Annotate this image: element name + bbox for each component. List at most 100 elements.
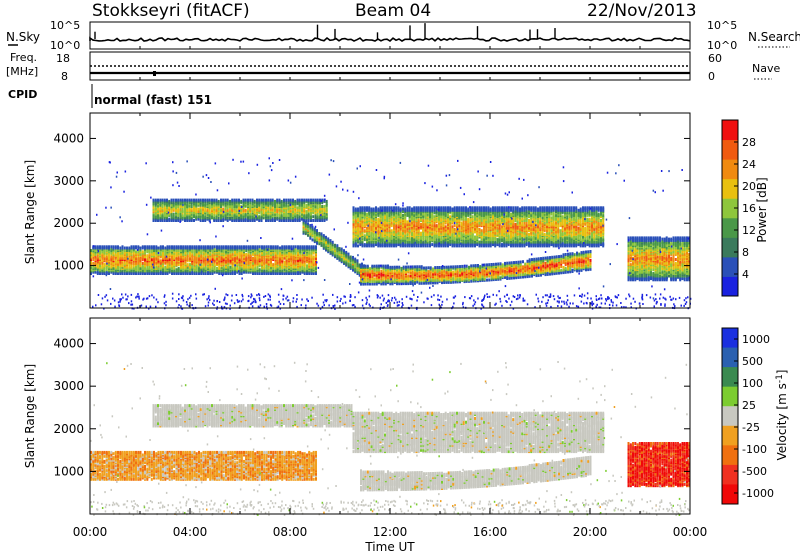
heatmap-cell [354, 241, 357, 245]
heatmap-cell [207, 249, 209, 253]
heatmap-cell [433, 224, 436, 228]
heatmap-cell [166, 198, 168, 202]
heatmap-cell [390, 206, 393, 210]
heatmap-cell [202, 198, 204, 202]
heatmap-cell [279, 246, 281, 250]
heatmap-cell [123, 246, 126, 250]
heatmap-cell [431, 206, 434, 210]
heatmap-cell [101, 264, 104, 268]
heatmap-cell [292, 245, 295, 249]
cpid-text: normal (fast) 151 [94, 93, 212, 107]
heatmap-cell [132, 261, 135, 265]
heatmap-cell [139, 252, 142, 256]
heatmap-cell [254, 245, 257, 249]
heatmap-cell [377, 229, 380, 233]
heatmap-cell [299, 245, 302, 249]
heatmap-cell [144, 250, 146, 254]
heatmap-cell [119, 249, 122, 253]
heatmap-cell [395, 213, 398, 217]
heatmap-cell [206, 198, 209, 202]
heatmap-cell [222, 265, 225, 269]
heatmap-cell [460, 215, 463, 219]
heatmap-cell [471, 229, 474, 233]
heatmap-cell [307, 219, 310, 222]
heatmap-cell [252, 245, 254, 249]
heatmap-cell [186, 258, 189, 261]
heatmap-cell [96, 245, 99, 249]
heatmap-cell [312, 219, 315, 222]
heatmap-cell [171, 245, 173, 249]
heatmap-cell [289, 198, 292, 202]
heatmap-cell [267, 245, 270, 249]
heatmap-cell [381, 206, 384, 210]
heatmap-cell [399, 207, 402, 211]
heatmap-cell [368, 215, 371, 219]
heatmap-cell [108, 245, 110, 249]
heatmap-cell [150, 245, 153, 249]
heatmap-cell [200, 260, 203, 264]
heatmap-cell [429, 206, 431, 210]
heatmap-cell [310, 258, 313, 261]
heatmap-cell [397, 238, 400, 242]
heatmap-cell [141, 264, 144, 268]
heatmap-cell [188, 216, 191, 220]
heatmap-cell [283, 260, 286, 264]
heatmap-cell [395, 229, 398, 233]
heatmap-cell [366, 212, 368, 216]
heatmap-cell [402, 213, 404, 217]
heatmap-cell [247, 219, 249, 222]
heatmap-cell [245, 256, 248, 260]
heatmap-cell [193, 198, 195, 202]
heatmap-cell [162, 264, 164, 268]
heatmap-cell [303, 213, 306, 217]
heatmap-cell [356, 259, 359, 263]
heatmap-cell [159, 259, 162, 263]
heatmap-cell [195, 245, 198, 249]
heatmap-cell [96, 255, 99, 259]
heatmap-cell [173, 245, 176, 249]
heatmap-cell [195, 215, 198, 219]
heatmap-cell [308, 250, 311, 254]
heatmap-cell [141, 261, 144, 265]
heatmap-cell [193, 219, 195, 222]
heatmap-cell [195, 272, 198, 275]
heatmap-cell [301, 198, 303, 202]
heatmap-cell [243, 245, 245, 249]
heatmap-cell [283, 245, 286, 249]
heatmap-cell [431, 243, 434, 247]
heatmap-cell [159, 245, 162, 249]
heatmap-cell [252, 261, 254, 265]
heatmap-cell [112, 255, 115, 259]
heatmap-cell [316, 206, 319, 210]
heatmap-cell [299, 250, 302, 254]
heatmap-cell [141, 245, 144, 249]
heatmap-cell [222, 198, 225, 202]
heatmap-cell [274, 254, 277, 258]
heatmap-cell [157, 246, 160, 250]
heatmap-cell [101, 245, 104, 249]
heatmap-cell [354, 207, 357, 211]
heatmap-cell [119, 269, 122, 273]
heatmap-cell [217, 219, 220, 222]
heatmap-cell [247, 265, 250, 269]
heatmap-cell [278, 198, 281, 202]
heatmap-cell [247, 245, 250, 249]
heatmap-cell [153, 259, 155, 263]
heatmap-cell [233, 198, 236, 202]
heatmap-cell [177, 256, 180, 260]
heatmap-cell [352, 206, 355, 210]
heatmap-cell [265, 245, 268, 249]
heatmap-cell [186, 263, 189, 267]
heatmap-cell [307, 224, 309, 228]
heatmap-cell [474, 235, 476, 239]
heatmap-cell [290, 261, 293, 265]
heatmap-cell [130, 245, 133, 249]
heatmap-cell [433, 215, 436, 219]
noise-line [89, 36, 691, 42]
heatmap-cell [251, 219, 254, 222]
heatmap-cell [215, 198, 218, 202]
heatmap-cell [285, 269, 288, 273]
heatmap-cell [294, 245, 297, 249]
heatmap-cell [177, 245, 180, 249]
heatmap-cell [305, 203, 308, 207]
